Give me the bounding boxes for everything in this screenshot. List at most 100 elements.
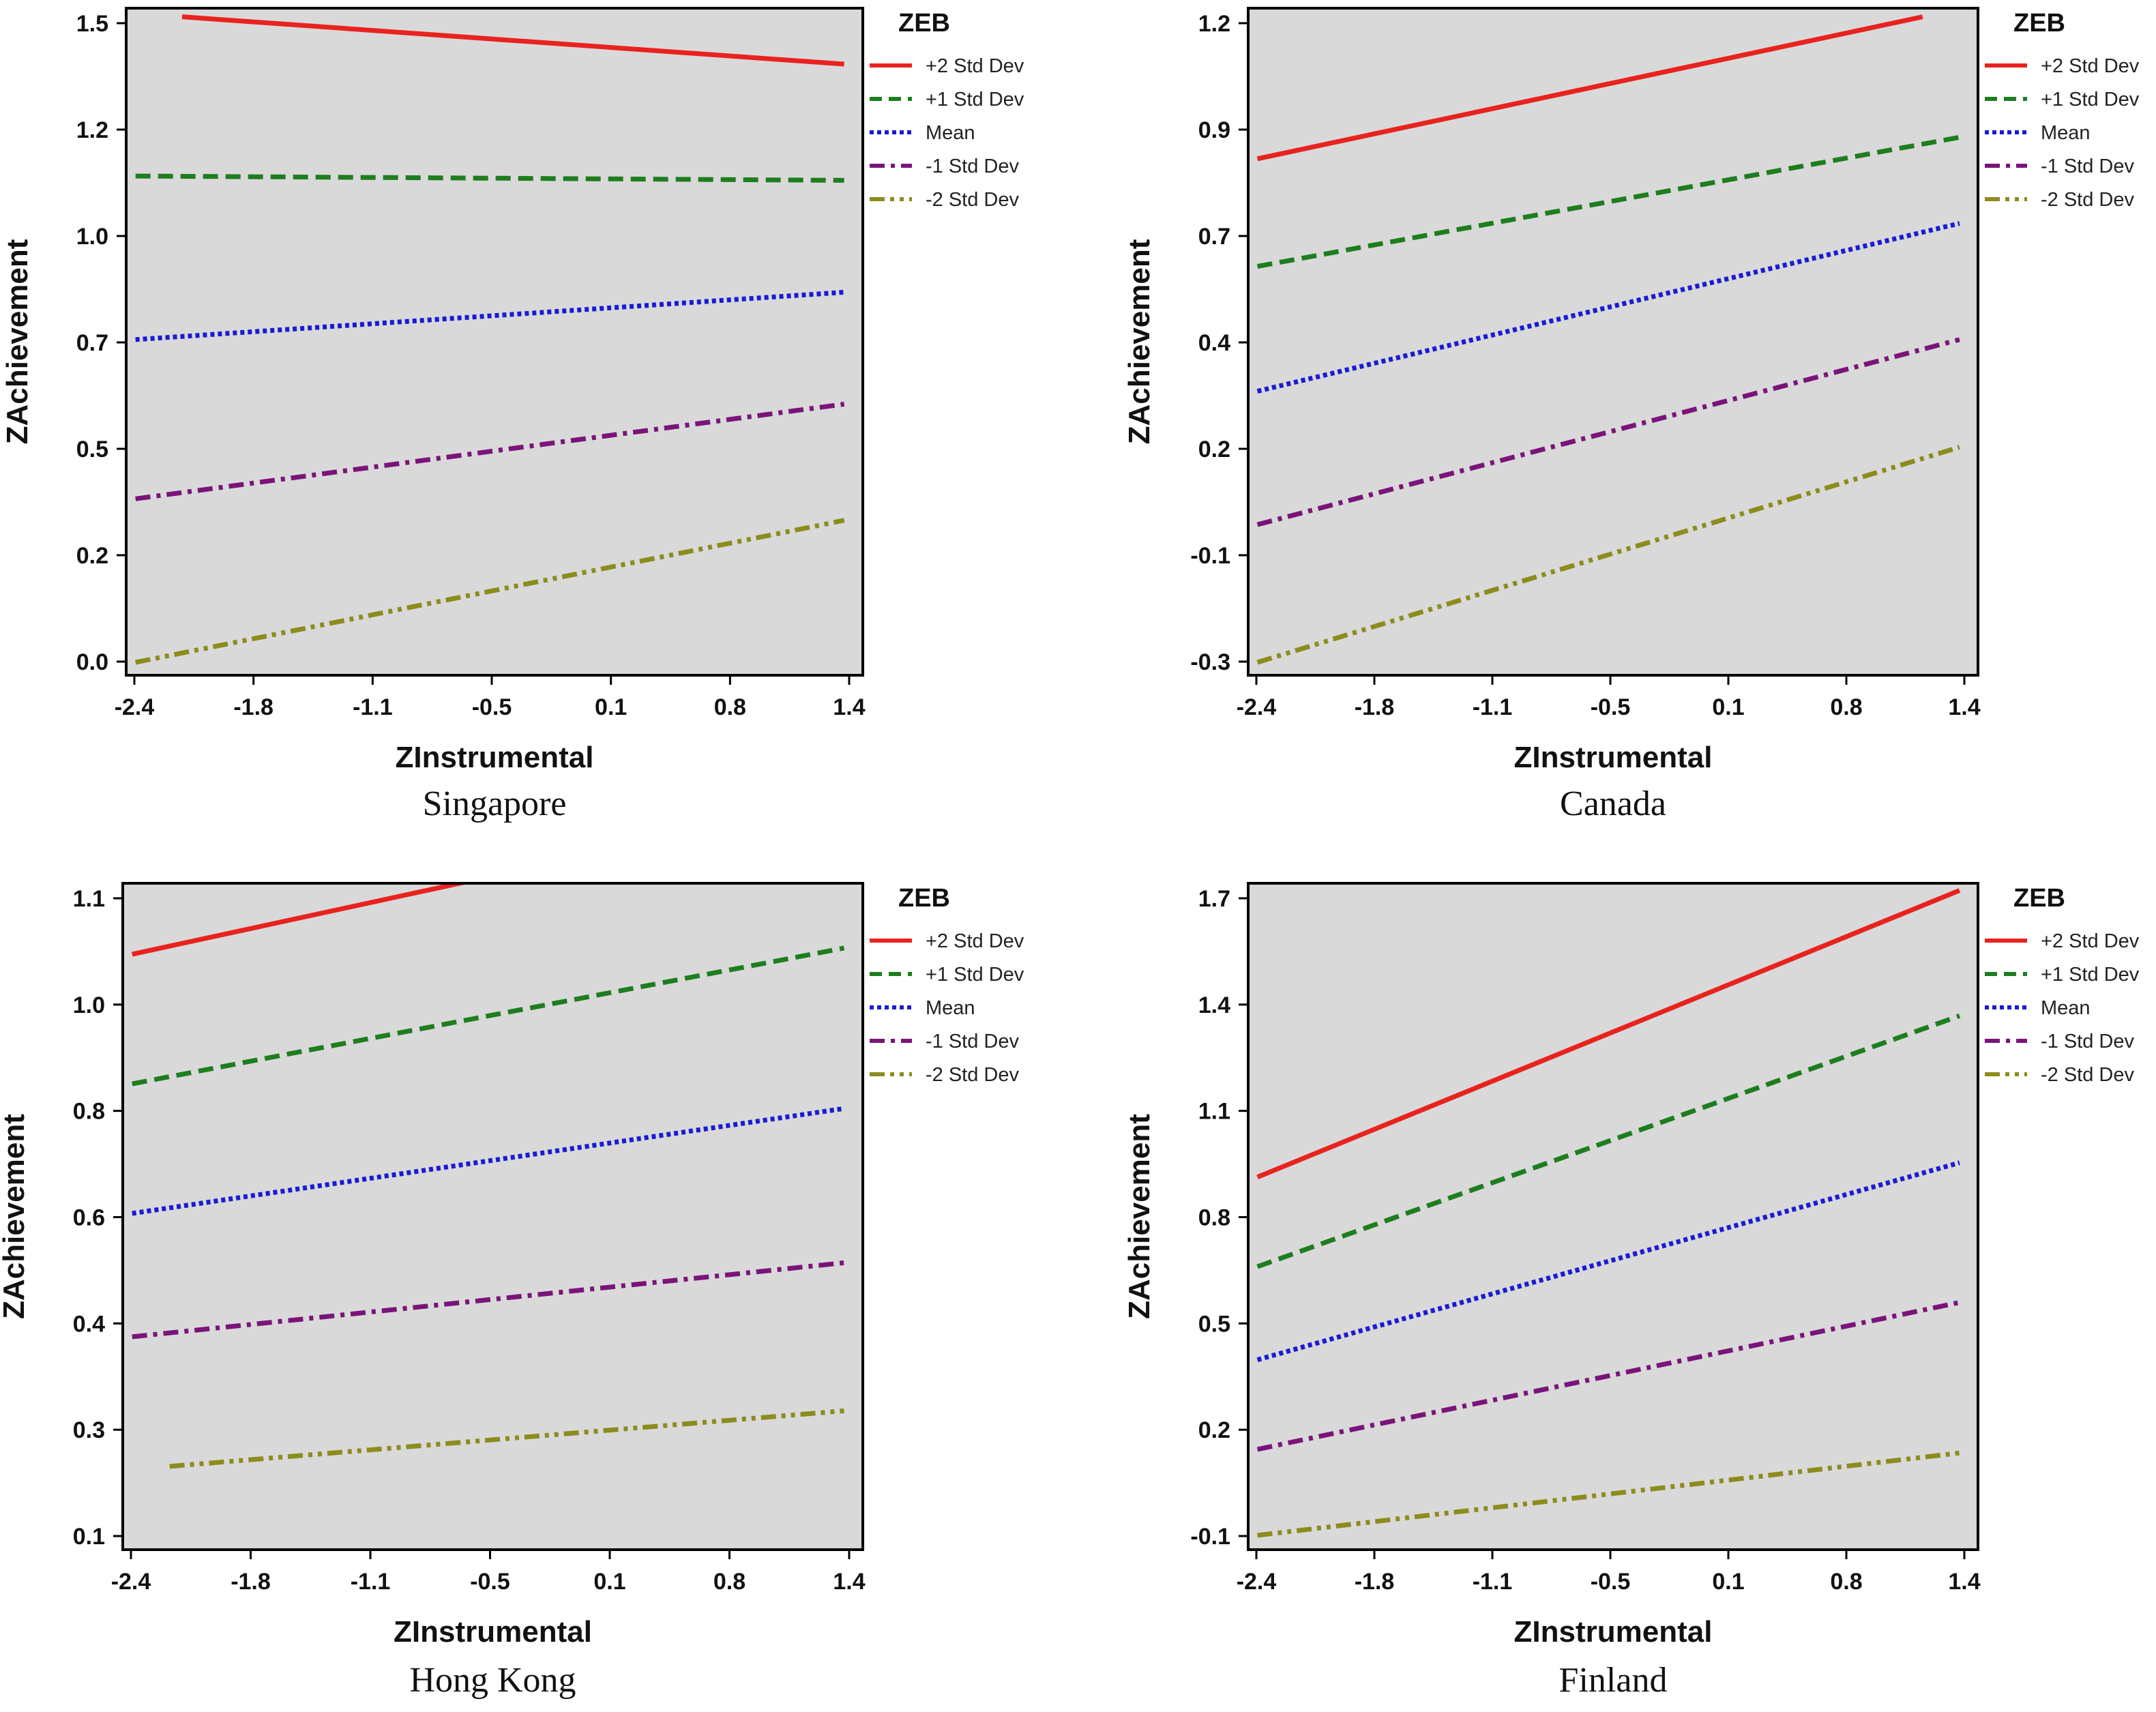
series-line-1-std-dev bbox=[135, 173, 844, 183]
y-tick-label: 1.1 bbox=[1198, 1099, 1230, 1125]
series-line-1-std-dev bbox=[1256, 1300, 1960, 1452]
plot-background bbox=[123, 883, 863, 1550]
legend-label: -1 Std Dev bbox=[2041, 1031, 2134, 1052]
x-tick-label: 0.1 bbox=[1712, 694, 1744, 720]
x-tick-label: -0.5 bbox=[1591, 694, 1631, 720]
series-line-1-std-dev bbox=[135, 402, 845, 501]
x-tick-label: -2.4 bbox=[115, 694, 155, 720]
series-line-mean bbox=[135, 289, 844, 342]
x-tick-label: -2.4 bbox=[1237, 694, 1277, 720]
legend-label: -1 Std Dev bbox=[926, 1031, 1019, 1052]
x-tick-label: -0.5 bbox=[470, 1569, 510, 1595]
legend-label: -2 Std Dev bbox=[2041, 189, 2134, 211]
x-tick-label: -1.8 bbox=[1355, 1569, 1395, 1595]
series-line-2-std-dev bbox=[1256, 888, 1961, 1179]
x-tick-label: 0.8 bbox=[713, 1569, 745, 1595]
y-tick-label: 0.4 bbox=[73, 1311, 105, 1337]
x-tick-label: 0.1 bbox=[595, 694, 627, 720]
legend-label: -2 Std Dev bbox=[2041, 1064, 2134, 1086]
y-axis-title: ZAchievement bbox=[1123, 239, 1156, 444]
series-line-mean bbox=[1256, 221, 1960, 394]
legend: ZEB +2 Std Dev +1 Std Dev Mean -1 Std Dev -2 … bbox=[1985, 9, 2140, 211]
y-tick-label: 1.2 bbox=[1198, 11, 1230, 37]
plot-background bbox=[1248, 8, 1978, 675]
y-tick-label: 0.4 bbox=[1198, 330, 1230, 356]
x-tick-label: 1.4 bbox=[833, 1569, 865, 1595]
x-tick-label: 0.8 bbox=[1830, 1569, 1862, 1595]
x-tick-label: 0.8 bbox=[714, 694, 746, 720]
y-tick-label: 0.2 bbox=[1198, 437, 1230, 462]
x-tick-label: -1.8 bbox=[1355, 694, 1395, 720]
x-tick-label: -2.4 bbox=[1237, 1569, 1277, 1595]
y-tick-label: 1.0 bbox=[73, 992, 105, 1018]
y-tick-label: 0.2 bbox=[76, 543, 108, 569]
x-axis-title: ZInstrumental bbox=[1514, 1615, 1713, 1649]
legend: ZEB +2 Std Dev +1 Std Dev Mean -1 Std Dev -2 … bbox=[1985, 884, 2140, 1086]
y-tick-label: 1.0 bbox=[76, 224, 108, 250]
y-tick-label: -0.1 bbox=[1190, 543, 1230, 569]
plot-background bbox=[126, 8, 863, 675]
x-tick-label: -1.1 bbox=[1473, 694, 1513, 720]
x-tick-label: -0.5 bbox=[1591, 1569, 1631, 1595]
series-line-1-std-dev bbox=[132, 945, 845, 1087]
y-tick-label: 0.9 bbox=[1198, 117, 1230, 143]
panel-caption: Finland bbox=[1559, 1661, 1668, 1700]
y-tick-label: 1.4 bbox=[1198, 992, 1230, 1018]
legend-label: Mean bbox=[2041, 122, 2091, 144]
panel-canada: -2.4 -1.8 -1.1 -0.5 0.1 0.8 1.4 -0.3 -0.1 0.2 0.4 0… bbox=[1123, 7, 2140, 823]
x-tick-label: -2.4 bbox=[111, 1569, 151, 1595]
x-tick-label: -1.1 bbox=[1473, 1569, 1513, 1595]
y-tick-label: 1.1 bbox=[73, 886, 105, 912]
legend-label: Mean bbox=[2041, 997, 2091, 1019]
plot-frame bbox=[1247, 7, 1979, 677]
series-line-2-std-dev bbox=[1256, 445, 1960, 665]
y-tick-label: 0.2 bbox=[1198, 1417, 1230, 1443]
legend-label: -2 Std Dev bbox=[926, 1064, 1019, 1086]
legend-label: +1 Std Dev bbox=[2041, 964, 2140, 986]
series-line-2-std-dev bbox=[134, 518, 845, 665]
y-tick-label: 1.7 bbox=[1198, 886, 1230, 912]
legend-label: -1 Std Dev bbox=[926, 156, 1019, 177]
x-tick-label: -0.5 bbox=[472, 694, 512, 720]
legend-title: ZEB bbox=[898, 884, 950, 913]
panel-caption: Singapore bbox=[423, 784, 567, 823]
plot-frame bbox=[121, 882, 864, 1551]
panel-singapore: -2.4 -1.8 -1.1 -0.5 0.1 0.8 1.4 0.0 0.2 0.5 0.7 1.0… bbox=[1, 7, 1024, 823]
legend-title: ZEB bbox=[2013, 884, 2065, 913]
series-line-mean bbox=[1256, 1160, 1960, 1362]
x-axis-title: ZInstrumental bbox=[394, 1615, 592, 1649]
legend-label: +2 Std Dev bbox=[2041, 55, 2140, 77]
legend-label: +2 Std Dev bbox=[2041, 930, 2140, 952]
series-line-1-std-dev bbox=[1256, 1014, 1961, 1269]
legend: ZEB +2 Std Dev +1 Std Dev Mean -1 Std Dev -2 … bbox=[870, 884, 1024, 1086]
x-tick-label: 0.8 bbox=[1830, 694, 1862, 720]
plot-frame bbox=[125, 7, 864, 677]
x-tick-label: -1.8 bbox=[233, 694, 274, 720]
legend-title: ZEB bbox=[898, 9, 950, 38]
y-tick-label: 0.8 bbox=[73, 1099, 105, 1125]
legend-label: +2 Std Dev bbox=[926, 55, 1024, 77]
plot-background bbox=[1248, 883, 1978, 1550]
y-tick-label: 0.5 bbox=[76, 437, 108, 462]
series-line-2-std-dev bbox=[169, 1408, 844, 1469]
y-tick-label: 0.1 bbox=[73, 1524, 105, 1550]
panel-hong-kong: -2.4 -1.8 -1.1 -0.5 0.1 0.8 1.4 0.1 0.3 0.4 0.6 0.8… bbox=[0, 882, 1024, 1700]
y-axis-title: ZAchievement bbox=[1123, 1114, 1156, 1319]
y-tick-label: 0.5 bbox=[1198, 1311, 1230, 1337]
x-tick-label: -1.1 bbox=[351, 1569, 391, 1595]
legend-label: Mean bbox=[926, 997, 975, 1019]
y-tick-label: 0.8 bbox=[1198, 1205, 1230, 1231]
legend-label: Mean bbox=[926, 122, 975, 144]
y-tick-label: 1.5 bbox=[76, 11, 108, 37]
y-tick-label: 0.7 bbox=[1198, 224, 1230, 250]
y-axis-title: ZAchievement bbox=[1, 239, 34, 444]
series-line-1-std-dev bbox=[132, 1260, 844, 1340]
x-tick-label: 1.4 bbox=[1948, 694, 1980, 720]
legend-label: +1 Std Dev bbox=[926, 964, 1024, 986]
x-tick-label: -1.8 bbox=[231, 1569, 271, 1595]
legend-label: +1 Std Dev bbox=[926, 89, 1024, 110]
x-tick-label: 0.1 bbox=[1712, 1569, 1744, 1595]
panel-caption: Hong Kong bbox=[409, 1661, 576, 1700]
series-line-2-std-dev bbox=[181, 14, 844, 67]
